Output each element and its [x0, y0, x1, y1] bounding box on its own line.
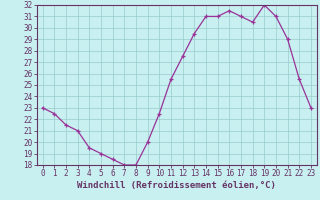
X-axis label: Windchill (Refroidissement éolien,°C): Windchill (Refroidissement éolien,°C)	[77, 181, 276, 190]
